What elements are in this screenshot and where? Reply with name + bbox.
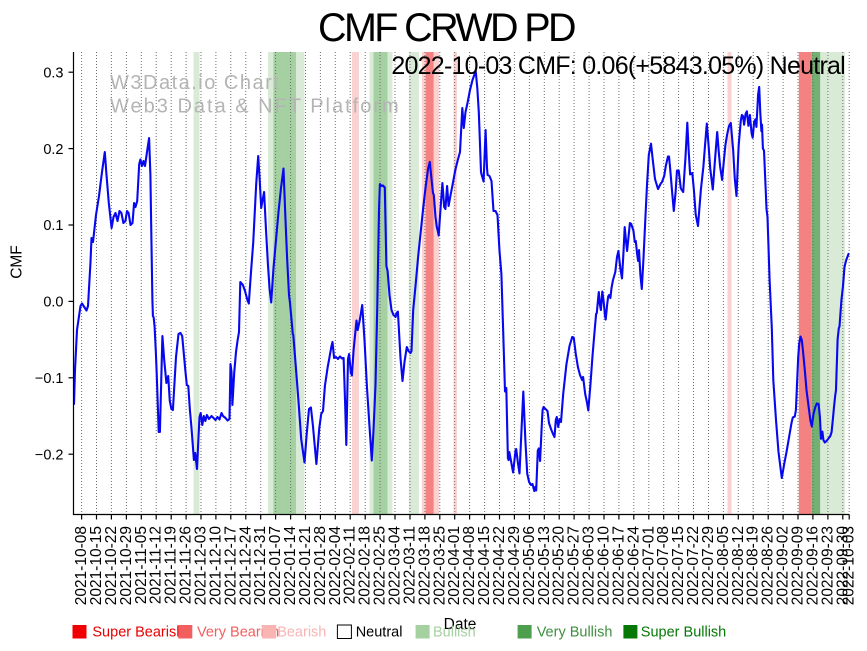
svg-text:CMF: CMF [9,245,26,279]
svg-text:2022-05-20: 2022-05-20 [551,526,568,606]
svg-text:2022-04-22: 2022-04-22 [491,526,508,605]
svg-text:2022-09-02: 2022-09-02 [775,526,792,605]
svg-text:2022-04-01: 2022-04-01 [446,526,463,605]
svg-text:2022-06-03: 2022-06-03 [581,526,598,605]
svg-text:2021-12-10: 2021-12-10 [207,526,224,606]
svg-text:W3Data.io Chart: W3Data.io Chart [110,72,280,94]
svg-text:2021-10-08: 2021-10-08 [73,526,90,605]
svg-text:2022-02-18: 2022-02-18 [357,526,374,605]
svg-text:Super Bullish: Super Bullish [641,625,726,641]
svg-text:2022-08-12: 2022-08-12 [730,526,747,605]
svg-text:Date: Date [444,616,477,633]
svg-text:Very Bearish: Very Bearish [197,625,279,641]
svg-text:2022-04-15: 2022-04-15 [476,526,493,605]
svg-text:2022-07-15: 2022-07-15 [670,526,687,605]
svg-text:−0.1: −0.1 [35,371,64,387]
svg-text:2022-03-04: 2022-03-04 [387,526,404,606]
svg-text:2022-10-03 CMF: 0.06(+5843.05%: 2022-10-03 CMF: 0.06(+5843.05%) Neutral [391,52,845,80]
svg-text:2022-08-05: 2022-08-05 [715,526,732,605]
svg-text:2022-02-11: 2022-02-11 [342,526,359,604]
svg-text:2021-11-12: 2021-11-12 [148,526,165,604]
svg-text:2022-03-18: 2022-03-18 [416,526,433,605]
svg-text:2021-10-15: 2021-10-15 [88,526,105,605]
svg-text:0.3: 0.3 [43,65,63,81]
svg-text:2022-07-29: 2022-07-29 [700,526,717,605]
svg-text:2021-12-24: 2021-12-24 [237,526,254,606]
svg-text:−0.2: −0.2 [35,447,64,463]
svg-text:Bearish: Bearish [277,625,326,641]
svg-text:2022-06-10: 2022-06-10 [596,526,613,606]
svg-text:0.0: 0.0 [43,295,63,311]
svg-text:2021-11-05: 2021-11-05 [133,526,150,604]
svg-text:2022-05-06: 2022-05-06 [521,526,538,605]
svg-text:2022-09-09: 2022-09-09 [790,526,807,605]
svg-text:2022-08-26: 2022-08-26 [760,526,777,605]
svg-text:2022-04-08: 2022-04-08 [461,526,478,605]
svg-text:2021-12-17: 2021-12-17 [222,526,239,605]
svg-text:2021-10-29: 2021-10-29 [118,526,135,605]
svg-text:2022-01-21: 2022-01-21 [297,526,314,605]
svg-text:2022-05-27: 2022-05-27 [566,526,583,605]
svg-text:0.1: 0.1 [43,218,63,234]
svg-text:Neutral: Neutral [356,625,403,641]
svg-text:2022-07-22: 2022-07-22 [685,526,702,605]
svg-text:2021-12-31: 2021-12-31 [252,526,269,605]
svg-text:2022-01-14: 2022-01-14 [282,526,299,606]
svg-text:2022-03-11: 2022-03-11 [402,526,419,604]
svg-text:2022-07-01: 2022-07-01 [640,526,657,605]
svg-text:2022-03-25: 2022-03-25 [431,526,448,605]
svg-text:2022-09-16: 2022-09-16 [804,526,821,605]
svg-text:2021-12-03: 2021-12-03 [193,526,210,605]
svg-text:2022-06-17: 2022-06-17 [610,526,627,605]
svg-text:2022-09-23: 2022-09-23 [819,526,836,605]
svg-text:CMF CRWD PD: CMF CRWD PD [318,6,575,50]
svg-text:2022-08-19: 2022-08-19 [745,526,762,605]
svg-text:2022-07-08: 2022-07-08 [655,526,672,605]
svg-text:Web3 Data & NFT Platform: Web3 Data & NFT Platform [110,96,401,118]
svg-text:2021-10-22: 2021-10-22 [103,526,120,605]
svg-text:Very Bullish: Very Bullish [537,625,613,641]
svg-text:2022-01-07: 2022-01-07 [267,526,284,605]
svg-text:Bullish: Bullish [433,625,476,641]
svg-text:2022-02-04: 2022-02-04 [327,526,344,606]
svg-text:Super Bearish: Super Bearish [92,625,184,641]
svg-text:0.2: 0.2 [43,142,63,158]
svg-text:2022-09-30: 2022-09-30 [834,526,851,606]
svg-text:2021-11-26: 2021-11-26 [178,526,195,604]
svg-text:2022-01-28: 2022-01-28 [312,526,329,605]
svg-text:2022-10-03: 2022-10-03 [841,526,858,605]
svg-text:2021-11-19: 2021-11-19 [163,526,180,604]
svg-text:2022-02-25: 2022-02-25 [372,526,389,605]
svg-text:2022-04-29: 2022-04-29 [506,526,523,605]
svg-text:2022-05-13: 2022-05-13 [536,526,553,605]
svg-text:2022-06-24: 2022-06-24 [625,526,642,606]
